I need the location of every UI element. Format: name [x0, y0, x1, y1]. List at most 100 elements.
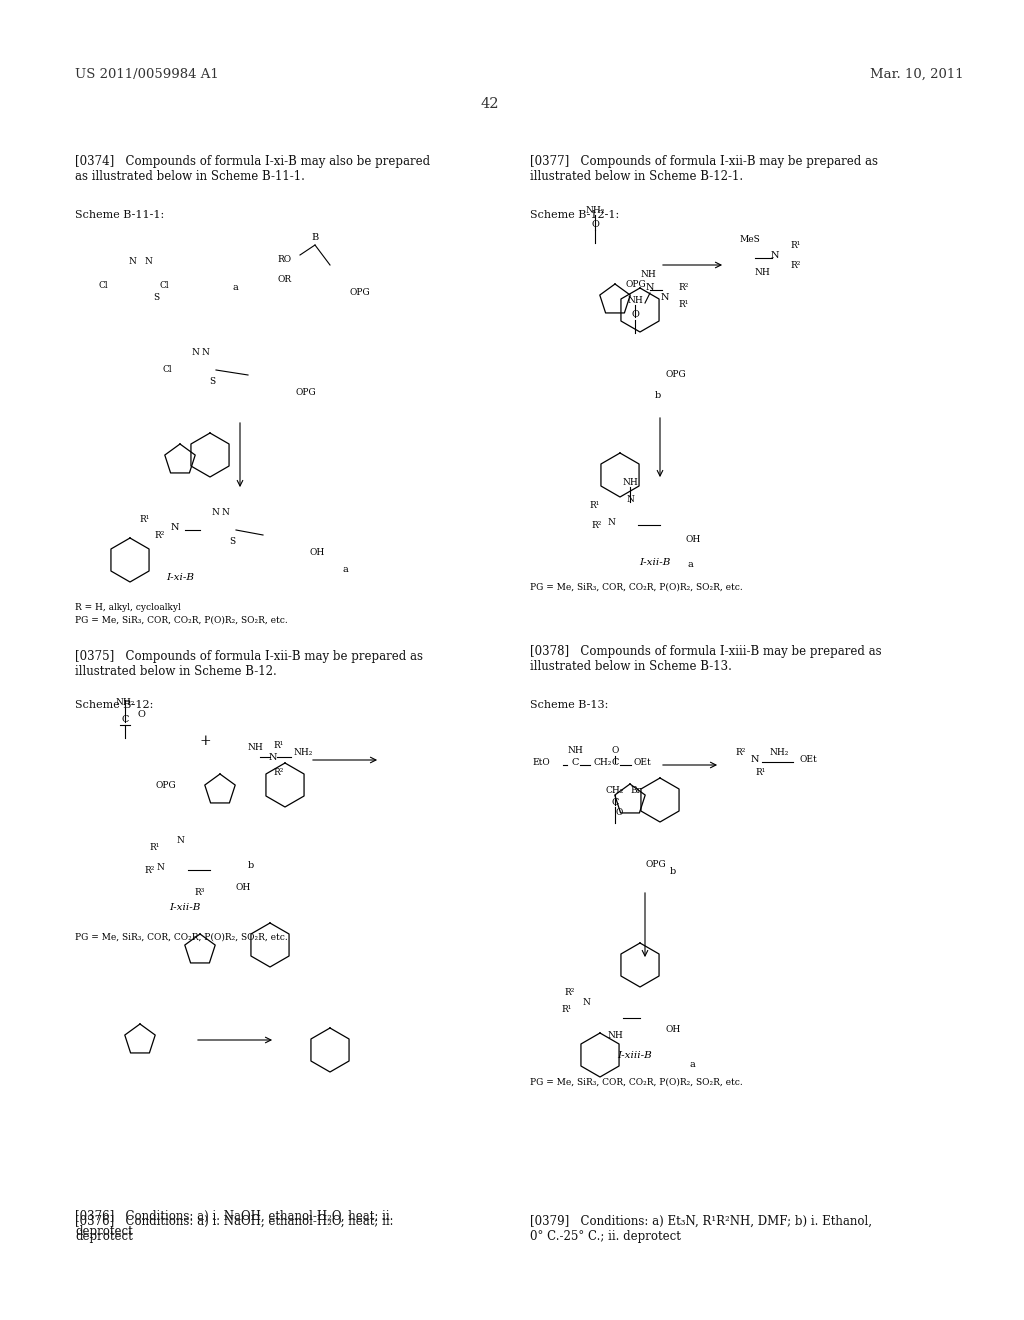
Text: N: N [144, 257, 152, 267]
Text: NH: NH [247, 743, 263, 752]
Text: R¹: R¹ [562, 1005, 572, 1014]
Text: b: b [670, 867, 676, 876]
Text: [0376]   Conditions: a) i. NaOH, ethanol-H₂O, heat; ii.
deprotect: [0376] Conditions: a) i. NaOH, ethanol-H… [75, 1210, 393, 1238]
Text: PG = Me, SiR₃, COR, CO₂R, P(O)R₂, SO₂R, etc.: PG = Me, SiR₃, COR, CO₂R, P(O)R₂, SO₂R, … [75, 933, 288, 942]
Text: NH: NH [567, 746, 583, 755]
Text: Scheme B-12-1:: Scheme B-12-1: [530, 210, 620, 220]
Text: OPG: OPG [645, 861, 666, 869]
Text: R¹: R¹ [790, 242, 800, 249]
Text: I-xii-B: I-xii-B [169, 903, 201, 912]
Text: R²: R² [790, 261, 801, 271]
Text: O: O [631, 310, 639, 319]
Text: OPG: OPG [625, 280, 646, 289]
Text: N: N [582, 998, 590, 1007]
Text: Scheme B-12:: Scheme B-12: [75, 700, 154, 710]
Text: a: a [687, 560, 693, 569]
Text: N: N [626, 495, 634, 504]
Text: OPG: OPG [155, 781, 176, 789]
Text: CH₂: CH₂ [606, 785, 625, 795]
Text: O: O [611, 746, 618, 755]
Text: [0379]   Conditions: a) Et₃N, R¹R²NH, DMF; b) i. Ethanol,
0° C.-25° C.; ii. depr: [0379] Conditions: a) Et₃N, R¹R²NH, DMF;… [530, 1214, 872, 1243]
Text: R = H, alkyl, cycloalkyl: R = H, alkyl, cycloalkyl [75, 603, 181, 612]
Text: N: N [660, 293, 670, 302]
Text: PG = Me, SiR₃, COR, CO₂R, P(O)R₂, SO₂R, etc.: PG = Me, SiR₃, COR, CO₂R, P(O)R₂, SO₂R, … [530, 1078, 742, 1086]
Text: b: b [248, 861, 254, 870]
Text: N: N [607, 517, 615, 527]
Text: Br: Br [630, 785, 641, 795]
Text: OPG: OPG [295, 388, 315, 397]
Text: R¹: R¹ [590, 502, 600, 510]
Text: R²: R² [144, 866, 155, 875]
Text: R¹: R¹ [150, 843, 160, 851]
Text: C: C [121, 715, 129, 723]
Text: MeS: MeS [740, 235, 761, 244]
Text: O: O [138, 710, 145, 719]
Text: R³: R³ [195, 888, 205, 898]
Text: NH₂: NH₂ [293, 748, 312, 756]
Text: RO: RO [278, 255, 292, 264]
Text: R²: R² [735, 748, 745, 756]
Text: PG = Me, SiR₃, COR, CO₂R, P(O)R₂, SO₂R, etc.: PG = Me, SiR₃, COR, CO₂R, P(O)R₂, SO₂R, … [75, 616, 288, 624]
Text: NH₂: NH₂ [586, 206, 605, 215]
Text: NH₂: NH₂ [116, 698, 135, 708]
Text: R²: R² [592, 521, 602, 531]
Text: N: N [751, 755, 759, 764]
Text: Cl: Cl [163, 366, 172, 375]
Text: OPG: OPG [665, 370, 686, 379]
Text: Mar. 10, 2011: Mar. 10, 2011 [870, 69, 964, 81]
Text: [0374]   Compounds of formula I-xi-B may also be prepared
as illustrated below i: [0374] Compounds of formula I-xi-B may a… [75, 154, 430, 183]
Text: Scheme B-13:: Scheme B-13: [530, 700, 608, 710]
Text: NH: NH [640, 271, 656, 279]
Text: OH: OH [234, 883, 250, 892]
Text: N: N [646, 282, 654, 292]
Text: N: N [268, 752, 278, 762]
Text: OH: OH [685, 535, 700, 544]
Text: I-xii-B: I-xii-B [639, 558, 671, 568]
Text: OR: OR [278, 275, 292, 284]
Text: [0376]   Conditions: a) i. NaOH, ethanol-H₂O, heat; ii.
deprotect: [0376] Conditions: a) i. NaOH, ethanol-H… [75, 1214, 393, 1243]
Text: C: C [571, 758, 579, 767]
Text: R¹: R¹ [139, 515, 150, 524]
Text: N: N [201, 348, 209, 356]
Text: +: + [200, 734, 211, 748]
Text: OH: OH [665, 1026, 680, 1034]
Text: R²: R² [273, 768, 284, 777]
Text: N: N [156, 863, 164, 873]
Text: Cl: Cl [98, 281, 108, 289]
Text: a: a [342, 565, 348, 574]
Text: S: S [209, 378, 215, 385]
Text: N: N [211, 508, 219, 517]
Text: Scheme B-11-1:: Scheme B-11-1: [75, 210, 164, 220]
Text: [0375]   Compounds of formula I-xii-B may be prepared as
illustrated below in Sc: [0375] Compounds of formula I-xii-B may … [75, 649, 423, 678]
Text: S: S [153, 293, 159, 302]
Text: a: a [232, 282, 238, 292]
Text: EtO: EtO [532, 758, 550, 767]
Text: US 2011/0059984 A1: US 2011/0059984 A1 [75, 69, 219, 81]
Text: N: N [771, 251, 779, 260]
Text: N: N [171, 523, 179, 532]
Text: a: a [689, 1060, 695, 1069]
Text: OPG: OPG [350, 288, 371, 297]
Text: N: N [191, 348, 199, 356]
Text: OEt: OEt [800, 755, 818, 764]
Text: b: b [655, 391, 662, 400]
Text: C: C [611, 799, 618, 807]
Text: [0377]   Compounds of formula I-xii-B may be prepared as
illustrated below in Sc: [0377] Compounds of formula I-xii-B may … [530, 154, 878, 183]
Text: [0378]   Compounds of formula I-xiii-B may be prepared as
illustrated below in S: [0378] Compounds of formula I-xiii-B may… [530, 645, 882, 673]
Text: R²: R² [155, 531, 165, 540]
Text: NH: NH [623, 478, 638, 487]
Text: R¹: R¹ [273, 741, 284, 750]
Text: I-xi-B: I-xi-B [166, 573, 194, 582]
Text: NH: NH [607, 1031, 623, 1040]
Text: N: N [128, 257, 136, 267]
Text: C: C [611, 758, 618, 767]
Text: PG = Me, SiR₃, COR, CO₂R, P(O)R₂, SO₂R, etc.: PG = Me, SiR₃, COR, CO₂R, P(O)R₂, SO₂R, … [530, 583, 742, 591]
Text: O: O [591, 220, 599, 228]
Text: R¹: R¹ [678, 300, 688, 309]
Text: NH: NH [754, 268, 770, 277]
Text: R²: R² [564, 987, 575, 997]
Text: S: S [229, 537, 236, 546]
Text: Cl: Cl [160, 281, 170, 289]
Text: R²: R² [678, 282, 688, 292]
Text: B: B [311, 234, 318, 242]
